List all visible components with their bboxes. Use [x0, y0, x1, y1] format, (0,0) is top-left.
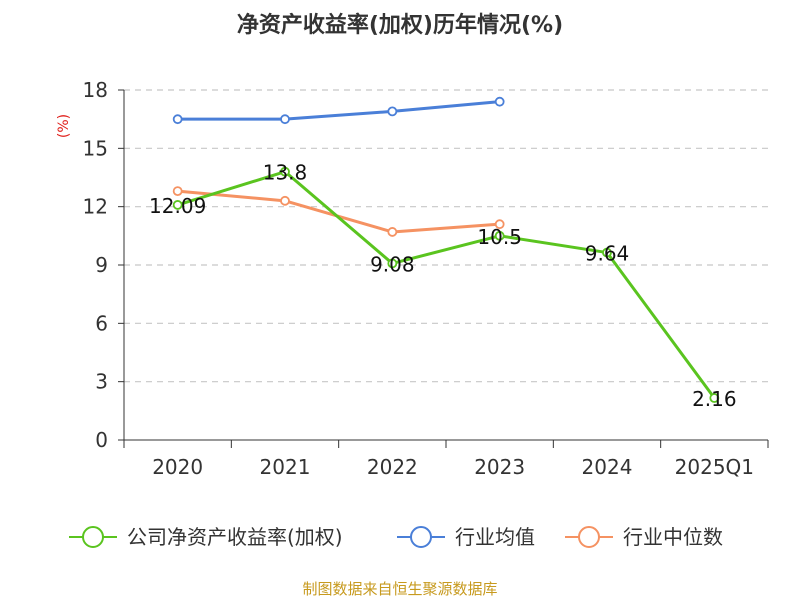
- y-tick-label: 9: [95, 253, 108, 277]
- legend-label: 行业中位数: [623, 525, 723, 549]
- data-point: [172, 200, 183, 210]
- legend: 公司净资产收益率(加权) 行业均值 行业中位数: [69, 525, 723, 549]
- legend-label: 行业均值: [455, 525, 535, 549]
- y-tick-label: 15: [83, 136, 108, 160]
- y-tick-label: 6: [95, 311, 108, 335]
- y-axis-label: (%): [56, 114, 72, 138]
- y-tick-label: 3: [95, 370, 108, 394]
- data-point: [172, 186, 183, 197]
- data-label: 13.8: [263, 161, 308, 185]
- data-label: 9.64: [585, 242, 630, 266]
- axes: 0 3 6 9 12 15 18 2020 2021 2022 2023 2024 2025Q1: [83, 78, 769, 479]
- legend-label: 公司净资产收益率(加权): [127, 525, 343, 549]
- x-tick-label: 2021: [260, 455, 311, 479]
- x-tick-label: 2024: [582, 455, 633, 479]
- series-line: [177, 100, 500, 121]
- data-label: 2.16: [692, 387, 737, 411]
- y-tick-label: 0: [95, 428, 108, 452]
- data-point: [602, 247, 612, 258]
- data-point: [709, 393, 720, 403]
- data-point: [172, 114, 183, 125]
- data-point: [387, 106, 398, 117]
- x-tick-label: 2023: [474, 455, 525, 479]
- data-point: [280, 195, 290, 206]
- y-tick-label: 12: [83, 195, 108, 219]
- series-lines: [172, 96, 720, 403]
- data-label: 9.08: [370, 252, 415, 276]
- data-point: [494, 219, 505, 230]
- data-point: [387, 227, 398, 237]
- legend-item: 公司净资产收益率(加权): [69, 525, 343, 549]
- x-tick-label: 2025Q1: [675, 455, 754, 479]
- data-labels: 12.09 13.8 9.08 10.5 9.64 2.16: [149, 161, 737, 411]
- x-tick-label: 2022: [367, 455, 418, 479]
- chart-title: 净资产收益率(加权)历年情况(%): [237, 12, 563, 38]
- legend-swatch-marker: [578, 526, 600, 548]
- data-point: [387, 258, 398, 269]
- y-tick-label: 18: [83, 78, 108, 102]
- series-line: [177, 170, 716, 399]
- data-label: 10.5: [477, 225, 522, 249]
- data-point: [280, 114, 290, 125]
- gridlines: [124, 89, 768, 383]
- source-note: 制图数据来自恒生聚源数据库: [302, 580, 497, 598]
- legend-item: 行业均值: [397, 525, 535, 549]
- series-line: [177, 189, 500, 234]
- x-tick-label: 2020: [152, 455, 203, 479]
- data-point: [494, 230, 505, 241]
- legend-swatch-marker: [410, 526, 432, 548]
- legend-swatch-marker: [82, 526, 104, 548]
- data-point: [494, 96, 505, 107]
- data-label: 12.09: [149, 194, 206, 218]
- data-point: [280, 166, 290, 177]
- legend-item: 行业中位数: [565, 525, 723, 549]
